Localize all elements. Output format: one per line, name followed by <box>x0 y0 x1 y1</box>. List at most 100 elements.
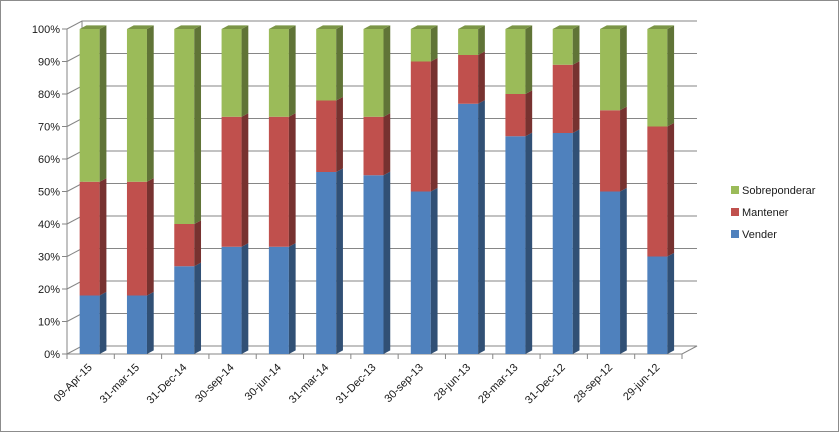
bar-front <box>505 29 526 94</box>
bar-top <box>552 25 580 29</box>
bar-segment-mantener <box>221 113 249 247</box>
legend: Sobreponderar Mantener Vender <box>731 185 816 241</box>
legend-swatch <box>731 230 739 238</box>
y-tick-label: 60% <box>38 154 60 166</box>
bar-side <box>667 122 675 257</box>
bar-front <box>647 126 668 257</box>
bar-side <box>430 187 438 354</box>
bar-side <box>525 25 533 94</box>
bar-front <box>458 103 479 354</box>
bar-side <box>383 113 391 176</box>
legend-label: Sobreponderar <box>742 185 816 197</box>
bar-top <box>174 25 202 29</box>
bar-side <box>572 25 580 65</box>
bar-side <box>241 25 249 117</box>
y-tick-label: 20% <box>38 284 60 296</box>
bar-segment-vender <box>126 291 154 354</box>
bar-segment-mantener <box>552 61 580 133</box>
bar-front <box>316 172 337 354</box>
bar-segment-sobreponderar <box>268 25 296 117</box>
bar-stack <box>316 25 343 354</box>
bar-segment-vender <box>221 243 249 354</box>
legend-swatch <box>731 208 739 216</box>
bar-side <box>288 113 296 247</box>
bar-front <box>221 116 242 247</box>
x-tick-label: 28-sep-12 <box>572 362 616 406</box>
bar-top <box>458 25 485 29</box>
bar-side <box>194 262 202 354</box>
x-axis-ticks: 09-Apr-15 31-mar-15 31-Dec-14 30-sep-14 30-j… <box>52 354 683 407</box>
bar-side <box>146 291 154 354</box>
x-tick-label: 31-mar-15 <box>98 362 142 406</box>
bar-front <box>363 116 384 176</box>
bar-segment-sobreponderar <box>505 25 533 94</box>
bar-top <box>79 25 107 29</box>
bar-segment-sobreponderar <box>600 25 627 111</box>
bar-front <box>410 61 431 192</box>
bar-segment-vender <box>458 100 485 355</box>
bar-segment-sobreponderar <box>458 25 485 55</box>
legend-item-vender: Vender <box>731 229 777 241</box>
legend-item-sobreponderar: Sobreponderar <box>731 185 816 197</box>
y-tick-label: 100% <box>32 24 60 36</box>
bar-front <box>552 133 573 354</box>
bar-front <box>316 100 337 172</box>
bar-side <box>99 25 107 182</box>
bar-segment-mantener <box>126 178 154 296</box>
y-tick-label: 10% <box>38 317 60 329</box>
bar-side <box>336 96 343 172</box>
bar-segment-vender <box>552 129 580 354</box>
bar-front <box>79 181 100 296</box>
bar-front <box>174 29 195 224</box>
y-axis-ticks: 0% 10% 20% 30% 40% 50% 60% 70% 80% 90% 100% <box>32 24 67 361</box>
bar-segment-sobreponderar <box>126 25 154 182</box>
bar-side <box>146 178 154 296</box>
bar-stack <box>221 25 249 354</box>
bar-side <box>288 25 296 117</box>
bar-stack <box>126 25 154 354</box>
bar-segment-mantener <box>410 57 438 192</box>
bar-side <box>99 291 107 354</box>
bar-front <box>221 246 242 354</box>
legend-item-mantener: Mantener <box>731 207 789 219</box>
bar-front <box>647 29 668 127</box>
bar-front <box>600 191 621 354</box>
bar-side <box>620 187 627 354</box>
bar-front <box>458 55 479 104</box>
x-tick-label: 30-sep-14 <box>193 362 237 406</box>
bar-front <box>79 295 100 354</box>
bar-stack <box>363 25 391 354</box>
bar-front <box>268 29 289 117</box>
bar-front <box>79 29 100 182</box>
bar-side <box>383 171 391 354</box>
bar-top <box>221 25 249 29</box>
bar-front <box>174 224 195 267</box>
bar-top <box>126 25 154 29</box>
bar-stack <box>458 25 485 355</box>
x-tick-label: 31-Dec-14 <box>145 362 190 407</box>
bar-side <box>478 51 485 104</box>
bar-segment-vender <box>79 291 107 354</box>
bar-front <box>316 29 337 101</box>
bar-segment-vender <box>647 252 675 354</box>
bar-side <box>667 25 675 127</box>
bar-side <box>194 25 202 225</box>
bar-front <box>552 29 573 65</box>
legend-label: Vender <box>742 229 777 241</box>
bar-front <box>126 29 147 182</box>
bars-layer <box>79 25 675 355</box>
bar-stack <box>552 25 580 354</box>
bar-segment-vender <box>363 171 391 354</box>
bar-front <box>410 191 431 354</box>
bar-segment-mantener <box>600 106 627 192</box>
bar-front <box>505 136 526 354</box>
gridline <box>66 20 697 30</box>
bar-top <box>268 25 296 29</box>
bar-front <box>126 295 147 354</box>
bar-top <box>363 25 391 29</box>
bar-segment-sobreponderar <box>221 25 249 117</box>
bar-front <box>174 266 195 354</box>
x-tick-label: 30-sep-13 <box>382 362 426 406</box>
bar-stack <box>600 25 627 354</box>
